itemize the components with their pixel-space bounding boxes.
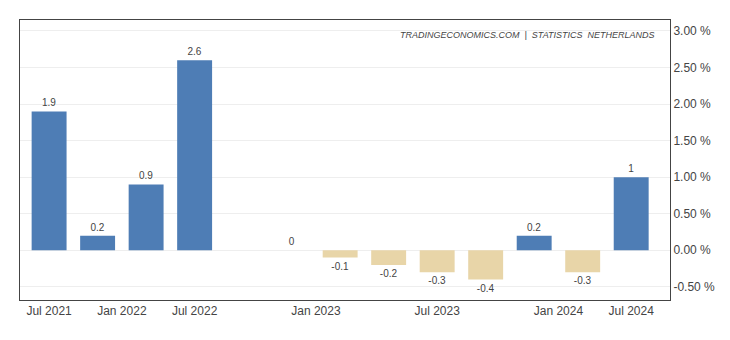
svg-text:Jan 2023: Jan 2023: [291, 304, 341, 318]
svg-text:1: 1: [628, 163, 634, 174]
svg-text:0.00 %: 0.00 %: [673, 243, 711, 257]
svg-text:Jan 2022: Jan 2022: [97, 304, 147, 318]
svg-text:Jul 2024: Jul 2024: [609, 304, 655, 318]
svg-text:2.00 %: 2.00 %: [673, 97, 711, 111]
svg-text:-0.2: -0.2: [380, 268, 398, 279]
svg-text:Jan 2024: Jan 2024: [534, 304, 584, 318]
svg-text:1.50 %: 1.50 %: [673, 134, 711, 148]
svg-text:Jul 2021: Jul 2021: [26, 304, 72, 318]
svg-text:3.00 %: 3.00 %: [673, 24, 711, 38]
svg-text:0.2: 0.2: [527, 222, 541, 233]
svg-text:-0.3: -0.3: [428, 275, 446, 286]
svg-text:-0.4: -0.4: [477, 283, 495, 294]
svg-text:TRADINGECONOMICS.COM | STATI: TRADINGECONOMICS.COM | STATISTICS NETHER…: [400, 30, 655, 40]
svg-text:1.9: 1.9: [42, 97, 56, 108]
svg-text:Jul 2023: Jul 2023: [414, 304, 460, 318]
svg-text:0.2: 0.2: [90, 222, 104, 233]
svg-text:2.6: 2.6: [187, 46, 201, 57]
svg-text:-0.1: -0.1: [331, 261, 349, 272]
svg-text:Jul 2022: Jul 2022: [172, 304, 218, 318]
svg-text:1.00 %: 1.00 %: [673, 170, 711, 184]
svg-text:2.50 %: 2.50 %: [673, 61, 711, 75]
svg-text:-0.3: -0.3: [574, 275, 592, 286]
svg-text:0: 0: [289, 236, 295, 247]
svg-text:-0.50 %: -0.50 %: [673, 280, 715, 294]
svg-text:0.9: 0.9: [139, 170, 153, 181]
svg-text:0.50 %: 0.50 %: [673, 207, 711, 221]
